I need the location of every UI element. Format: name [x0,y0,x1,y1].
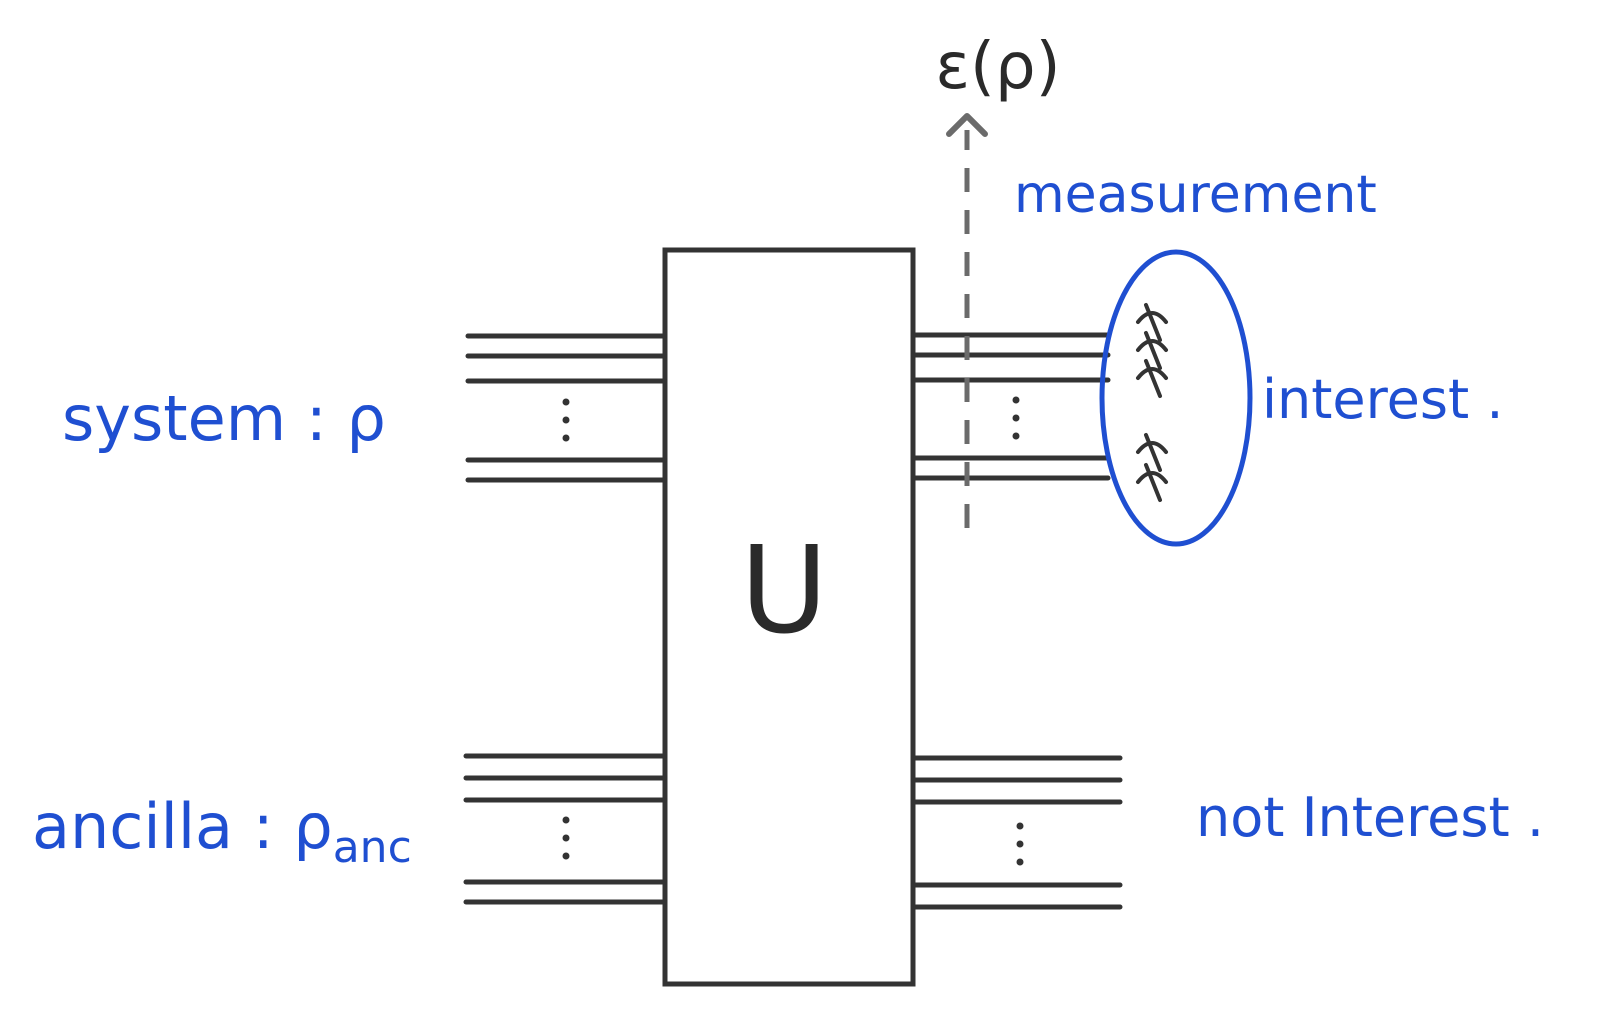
ancilla-output-wires [910,755,1123,910]
ancilla-input-wires [463,753,668,905]
channel-output-label: ε(ρ) [935,30,1060,104]
measurement-meter-icons [1136,303,1168,502]
unitary-label: U [740,522,828,661]
interest-outline [1099,249,1253,547]
unitary-box [662,247,916,987]
ancilla-label-subscript: anc [333,822,412,873]
measurement-arrowhead [946,113,988,137]
system-label: system : ρ [62,382,386,455]
measurement-label: measurement [1014,165,1377,225]
system-input-vdots [562,398,570,442]
interest-label: interest . [1262,368,1504,431]
ancilla-label-main: ancilla : ρ [32,790,333,863]
ancilla-output-vdots [1016,822,1024,866]
ancilla-label: ancilla : ρanc [32,790,412,873]
system-output-vdots [1012,396,1020,440]
not-interest-label: not Interest . [1196,786,1544,849]
system-output-wires [910,332,1111,481]
ancilla-input-vdots [562,816,570,860]
system-input-wires [465,333,668,483]
